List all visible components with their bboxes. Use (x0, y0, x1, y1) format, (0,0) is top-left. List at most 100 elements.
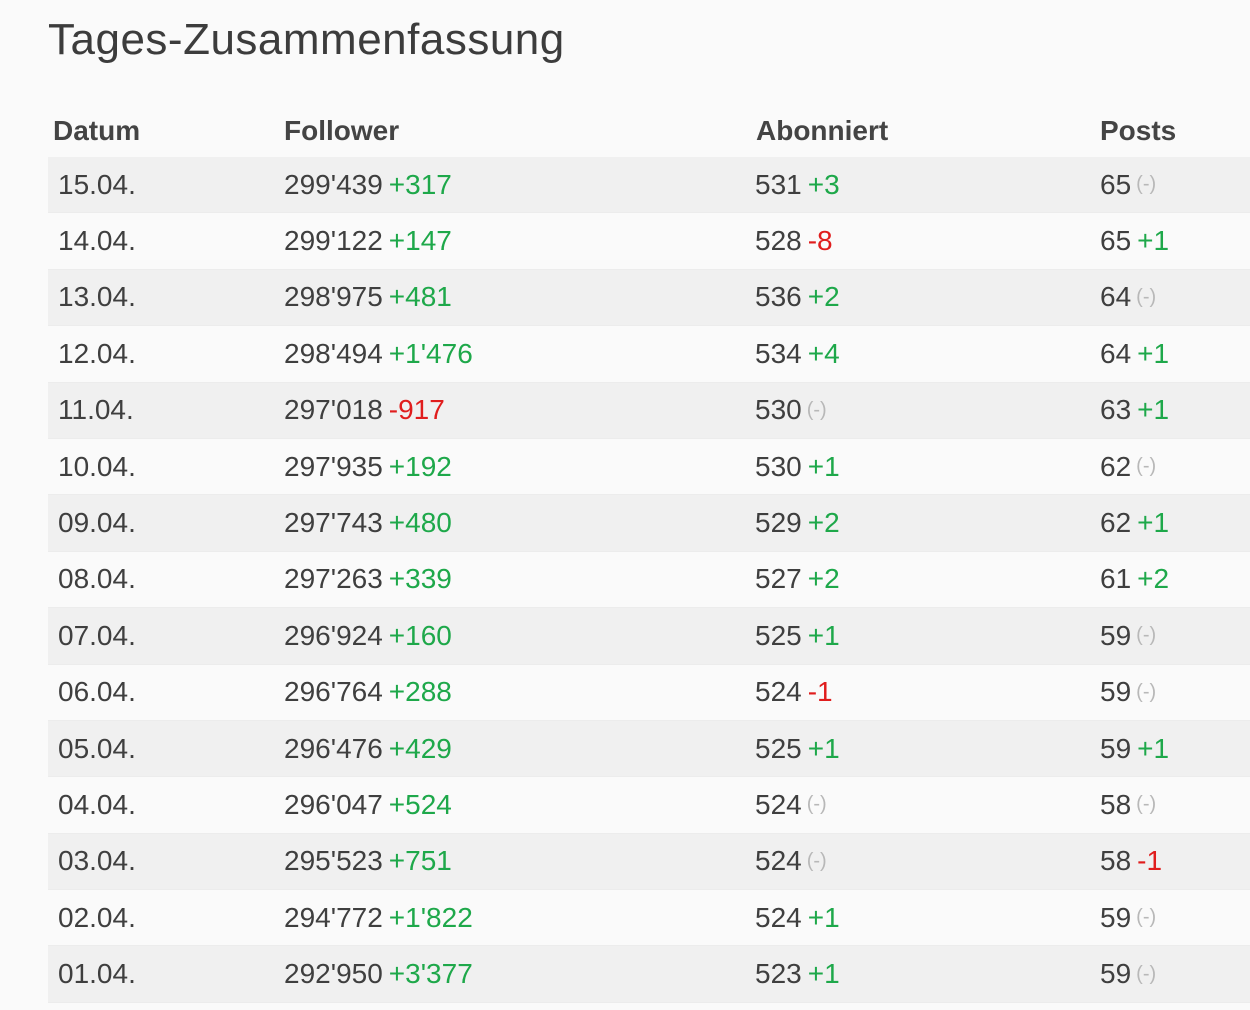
table-row: 02.04. 294'772 +1'822 524 +1 59 (-) (48, 890, 1250, 947)
cell-subscribed: 524 -1 (755, 665, 833, 720)
cell-posts-delta: +1 (1137, 732, 1170, 764)
cell-posts-delta: -1 (1137, 845, 1163, 877)
cell-followers: 298'494 +1'476 (284, 326, 473, 381)
cell-followers-delta: +160 (388, 619, 452, 651)
cell-posts-value: 61 (1100, 563, 1132, 595)
cell-subscribed-value: 528 (755, 225, 802, 257)
cell-subscribed-delta: (-) (806, 398, 827, 421)
cell-date-value: 05.04. (58, 732, 136, 764)
cell-date-value: 12.04. (58, 337, 136, 369)
cell-subscribed-delta: (-) (806, 793, 827, 816)
cell-subscribed: 528 -8 (755, 213, 833, 268)
table-row: 14.04. 299'122 +147 528 -8 65 +1 (48, 213, 1250, 270)
cell-subscribed: 536 +2 (755, 270, 840, 325)
cell-followers-delta: +3'377 (388, 958, 473, 990)
cell-followers-delta: +288 (388, 676, 452, 708)
cell-posts: 64 +1 (1100, 326, 1169, 381)
cell-posts: 59 (-) (1100, 946, 1156, 1001)
cell-posts: 59 +1 (1100, 721, 1169, 776)
cell-subscribed-delta: (-) (806, 849, 827, 872)
table-row: 09.04. 297'743 +480 529 +2 62 +1 (48, 495, 1250, 552)
cell-subscribed-value: 524 (755, 901, 802, 933)
cell-posts-delta: (-) (1136, 285, 1157, 308)
cell-posts-delta: (-) (1136, 455, 1157, 478)
cell-date: 06.04. (58, 665, 136, 720)
cell-subscribed-value: 531 (755, 168, 802, 200)
cell-subscribed-value: 525 (755, 732, 802, 764)
column-header-subscribed: Abonniert (756, 115, 889, 146)
cell-subscribed-value: 536 (755, 281, 802, 313)
cell-posts-delta: +2 (1137, 563, 1170, 595)
cell-subscribed-value: 524 (755, 845, 802, 877)
cell-subscribed-value: 523 (755, 958, 802, 990)
cell-followers-delta: +192 (388, 450, 452, 482)
page-title: Tages-Zusammenfassung (48, 15, 565, 64)
cell-posts: 59 (-) (1100, 890, 1156, 945)
cell-subscribed: 525 +1 (755, 721, 840, 776)
cell-subscribed: 527 +2 (755, 552, 840, 607)
cell-date-value: 08.04. (58, 563, 136, 595)
cell-posts: 58 (-) (1100, 777, 1156, 832)
cell-date: 09.04. (58, 495, 136, 550)
cell-subscribed: 524 (-) (755, 777, 827, 832)
cell-posts-value: 59 (1100, 732, 1132, 764)
table-row: 12.04. 298'494 +1'476 534 +4 64 +1 (48, 326, 1250, 383)
cell-followers: 294'772 +1'822 (284, 890, 473, 945)
cell-followers-value: 299'439 (284, 168, 383, 200)
cell-followers-value: 296'924 (284, 619, 383, 651)
cell-followers: 297'018 -917 (284, 383, 445, 438)
cell-followers-value: 297'743 (284, 507, 383, 539)
cell-subscribed-value: 527 (755, 563, 802, 595)
column-header-followers: Follower (284, 115, 400, 146)
cell-subscribed-delta: +1 (807, 619, 840, 651)
cell-date-value: 06.04. (58, 676, 136, 708)
cell-subscribed-value: 524 (755, 788, 802, 820)
cell-posts-delta: (-) (1136, 793, 1157, 816)
cell-date-value: 07.04. (58, 619, 136, 651)
cell-posts: 58 -1 (1100, 834, 1162, 889)
cell-posts-delta: (-) (1136, 680, 1157, 703)
cell-posts-delta: (-) (1136, 906, 1157, 929)
cell-posts-delta: +1 (1137, 225, 1170, 257)
cell-subscribed-delta: +3 (807, 168, 840, 200)
summary-table: Datum Follower Abonniert Posts 15.04. 299… (48, 104, 1250, 1003)
table-row: 04.04. 296'047 +524 524 (-) 58 (-) (48, 777, 1250, 834)
cell-followers: 297'743 +480 (284, 495, 452, 550)
cell-posts-delta: +1 (1137, 394, 1170, 426)
cell-subscribed: 530 +1 (755, 439, 840, 494)
cell-followers-value: 296'476 (284, 732, 383, 764)
cell-followers-value: 298'975 (284, 281, 383, 313)
cell-followers-value: 294'772 (284, 901, 383, 933)
cell-subscribed-value: 534 (755, 337, 802, 369)
cell-date-value: 11.04. (58, 394, 134, 426)
cell-subscribed-delta: +2 (807, 281, 840, 313)
cell-followers-delta: +429 (388, 732, 452, 764)
cell-date: 10.04. (58, 439, 136, 494)
cell-subscribed-delta: +4 (807, 337, 840, 369)
cell-followers: 298'975 +481 (284, 270, 452, 325)
cell-date: 11.04. (58, 383, 134, 438)
cell-posts-value: 59 (1100, 901, 1132, 933)
cell-followers-delta: -917 (388, 394, 445, 426)
cell-posts-value: 62 (1100, 450, 1132, 482)
cell-posts-value: 64 (1100, 281, 1132, 313)
cell-followers-value: 297'935 (284, 450, 383, 482)
cell-followers-value: 297'263 (284, 563, 383, 595)
cell-subscribed-value: 524 (755, 676, 802, 708)
cell-followers: 297'263 +339 (284, 552, 452, 607)
cell-date-value: 01.04. (58, 958, 136, 990)
cell-posts-delta: +1 (1137, 337, 1170, 369)
cell-subscribed-delta: +1 (807, 450, 840, 482)
cell-posts-value: 58 (1100, 788, 1132, 820)
cell-posts-value: 65 (1100, 225, 1132, 257)
cell-posts: 59 (-) (1100, 665, 1156, 720)
cell-posts-value: 59 (1100, 958, 1132, 990)
cell-followers: 299'122 +147 (284, 213, 452, 268)
cell-followers: 296'924 +160 (284, 608, 452, 663)
cell-subscribed: 529 +2 (755, 495, 840, 550)
cell-date: 13.04. (58, 270, 136, 325)
cell-date: 07.04. (58, 608, 136, 663)
cell-posts-value: 65 (1100, 168, 1132, 200)
cell-subscribed-delta: -1 (807, 676, 833, 708)
cell-date-value: 02.04. (58, 901, 136, 933)
